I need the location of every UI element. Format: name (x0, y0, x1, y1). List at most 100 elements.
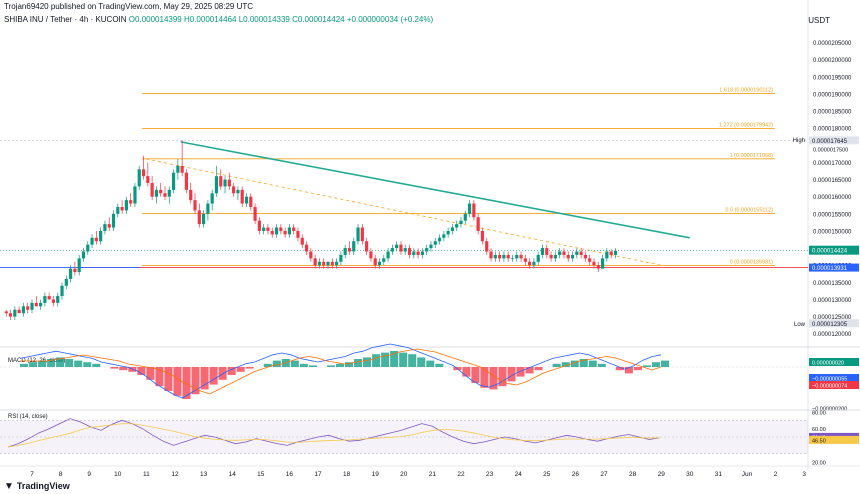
candle-body (17, 309, 21, 314)
macd-histogram-bar (65, 359, 74, 367)
candle (498, 251, 502, 262)
candle (167, 186, 171, 204)
candle-body (227, 179, 231, 187)
candle-body (403, 248, 407, 252)
candle-body (274, 227, 279, 235)
candle-body (116, 206, 120, 214)
candle-body (450, 227, 455, 231)
ohlc-close: C0.000014424 (292, 15, 345, 24)
x-axis-ticks: 7 8 9 10 11 12 13 14 15 16 17 18 19 20 21 22 23 24 25 26 27 2… (30, 471, 806, 478)
macd-histogram-bar (570, 360, 579, 367)
candle-body (77, 258, 81, 273)
candle-body (47, 296, 51, 300)
candle (30, 299, 34, 314)
candle-body (395, 244, 399, 249)
tradingview-logo[interactable]: ▼ TradingView (4, 481, 70, 492)
x-tick-label: 9 (87, 471, 91, 478)
candle-body (523, 258, 527, 262)
candle (73, 261, 77, 276)
macd-histogram-bar (290, 360, 299, 367)
macd-histogram-bar (272, 360, 281, 367)
candle-body (455, 224, 459, 228)
candle-body (412, 251, 416, 255)
candle-body (382, 258, 386, 262)
macd-histogram-bar (354, 359, 363, 367)
macd-histogram-bar (660, 360, 669, 367)
macd-axis-box (809, 358, 859, 366)
publisher-line: Trojan69420 published on TradingView.com… (4, 2, 254, 11)
candle-body (232, 186, 236, 194)
candle (373, 254, 377, 269)
candle-body (429, 244, 433, 249)
candle (472, 200, 476, 221)
candle (609, 249, 613, 259)
candle (455, 220, 459, 231)
candle (519, 251, 523, 262)
candle (467, 200, 472, 218)
candle (202, 210, 206, 228)
macd-histogram-bar (651, 362, 660, 367)
candle (553, 251, 557, 262)
currency-label: USDT (808, 16, 830, 25)
candle-body (193, 200, 197, 211)
candle (592, 258, 596, 269)
candle (150, 176, 154, 201)
candle (180, 140, 184, 177)
candle (292, 224, 296, 235)
candle-body (613, 250, 618, 255)
candle (523, 254, 527, 266)
candle-body (120, 206, 124, 211)
candle-body (296, 230, 300, 238)
macd-histogram-bar (335, 363, 344, 367)
fib-level-label: 1.618 (0.0000190112) (719, 88, 773, 94)
candle (403, 244, 407, 255)
candle (399, 241, 403, 255)
candle-body (159, 189, 163, 194)
candle (81, 248, 86, 262)
macd-histogram-bar (245, 367, 254, 369)
candle (407, 244, 412, 259)
macd-histogram-bar (164, 367, 173, 391)
x-tick-label: 28 (629, 471, 637, 478)
candle (369, 248, 373, 262)
macd-histogram (20, 351, 669, 399)
candle-body (240, 189, 244, 204)
candle (596, 261, 600, 273)
candle-body (326, 261, 330, 266)
candle-body (219, 176, 223, 187)
price-tick-label: 0.0000130000 (813, 298, 852, 304)
candle (227, 172, 231, 190)
candle-body (373, 258, 377, 266)
candle (111, 210, 116, 231)
candle-body (562, 251, 566, 255)
candle (154, 186, 159, 204)
macd-histogram-bar (173, 367, 182, 396)
candle (476, 213, 480, 235)
candle (197, 203, 201, 228)
candle-body (536, 254, 540, 262)
rsi-ma-line (7, 423, 660, 448)
rsi-axis-label: 46.50 (812, 438, 826, 444)
candle-body (236, 189, 240, 194)
x-tick-label: 21 (429, 471, 437, 478)
x-tick-label: 29 (658, 471, 666, 478)
candle-body (588, 258, 592, 262)
candle-body (214, 176, 219, 194)
candle (206, 200, 210, 221)
candle (570, 251, 575, 262)
fib-level-label: 0.5 (0.0000155112) (725, 207, 773, 213)
candle (360, 224, 364, 245)
price-tick-label: 0.0000195000 (813, 75, 852, 81)
support-price-box (809, 263, 859, 272)
candle (420, 248, 424, 259)
candle (506, 251, 510, 262)
candle (442, 230, 446, 242)
candle-body (64, 278, 68, 286)
candle-body (485, 241, 489, 252)
candle (17, 306, 21, 314)
candle (459, 217, 463, 228)
candle-body (292, 227, 296, 231)
candle-body (150, 183, 154, 197)
candle (116, 203, 120, 218)
